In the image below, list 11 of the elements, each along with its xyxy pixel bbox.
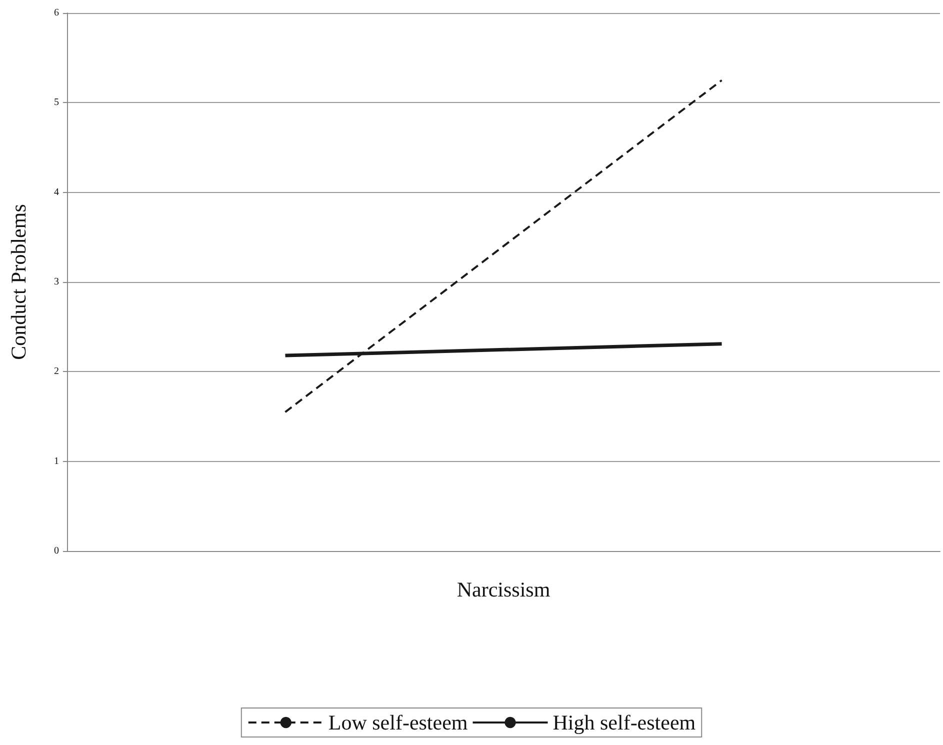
legend-label: High self-esteem	[552, 710, 696, 734]
y-tick-label: 2	[54, 366, 59, 378]
y-tick-label: 3	[54, 276, 59, 288]
y-tick-label: 0	[54, 546, 59, 556]
y-tick-label: 4	[54, 186, 59, 198]
y-tick-label: 5	[54, 97, 59, 108]
y-tick-label: 1	[54, 456, 59, 467]
x-axis-title: Narcissism	[456, 578, 550, 602]
legend-label: Low self-esteem	[328, 710, 468, 734]
y-tick-label: 6	[54, 8, 59, 18]
y-axis-title: Conduct Problems	[6, 204, 30, 360]
